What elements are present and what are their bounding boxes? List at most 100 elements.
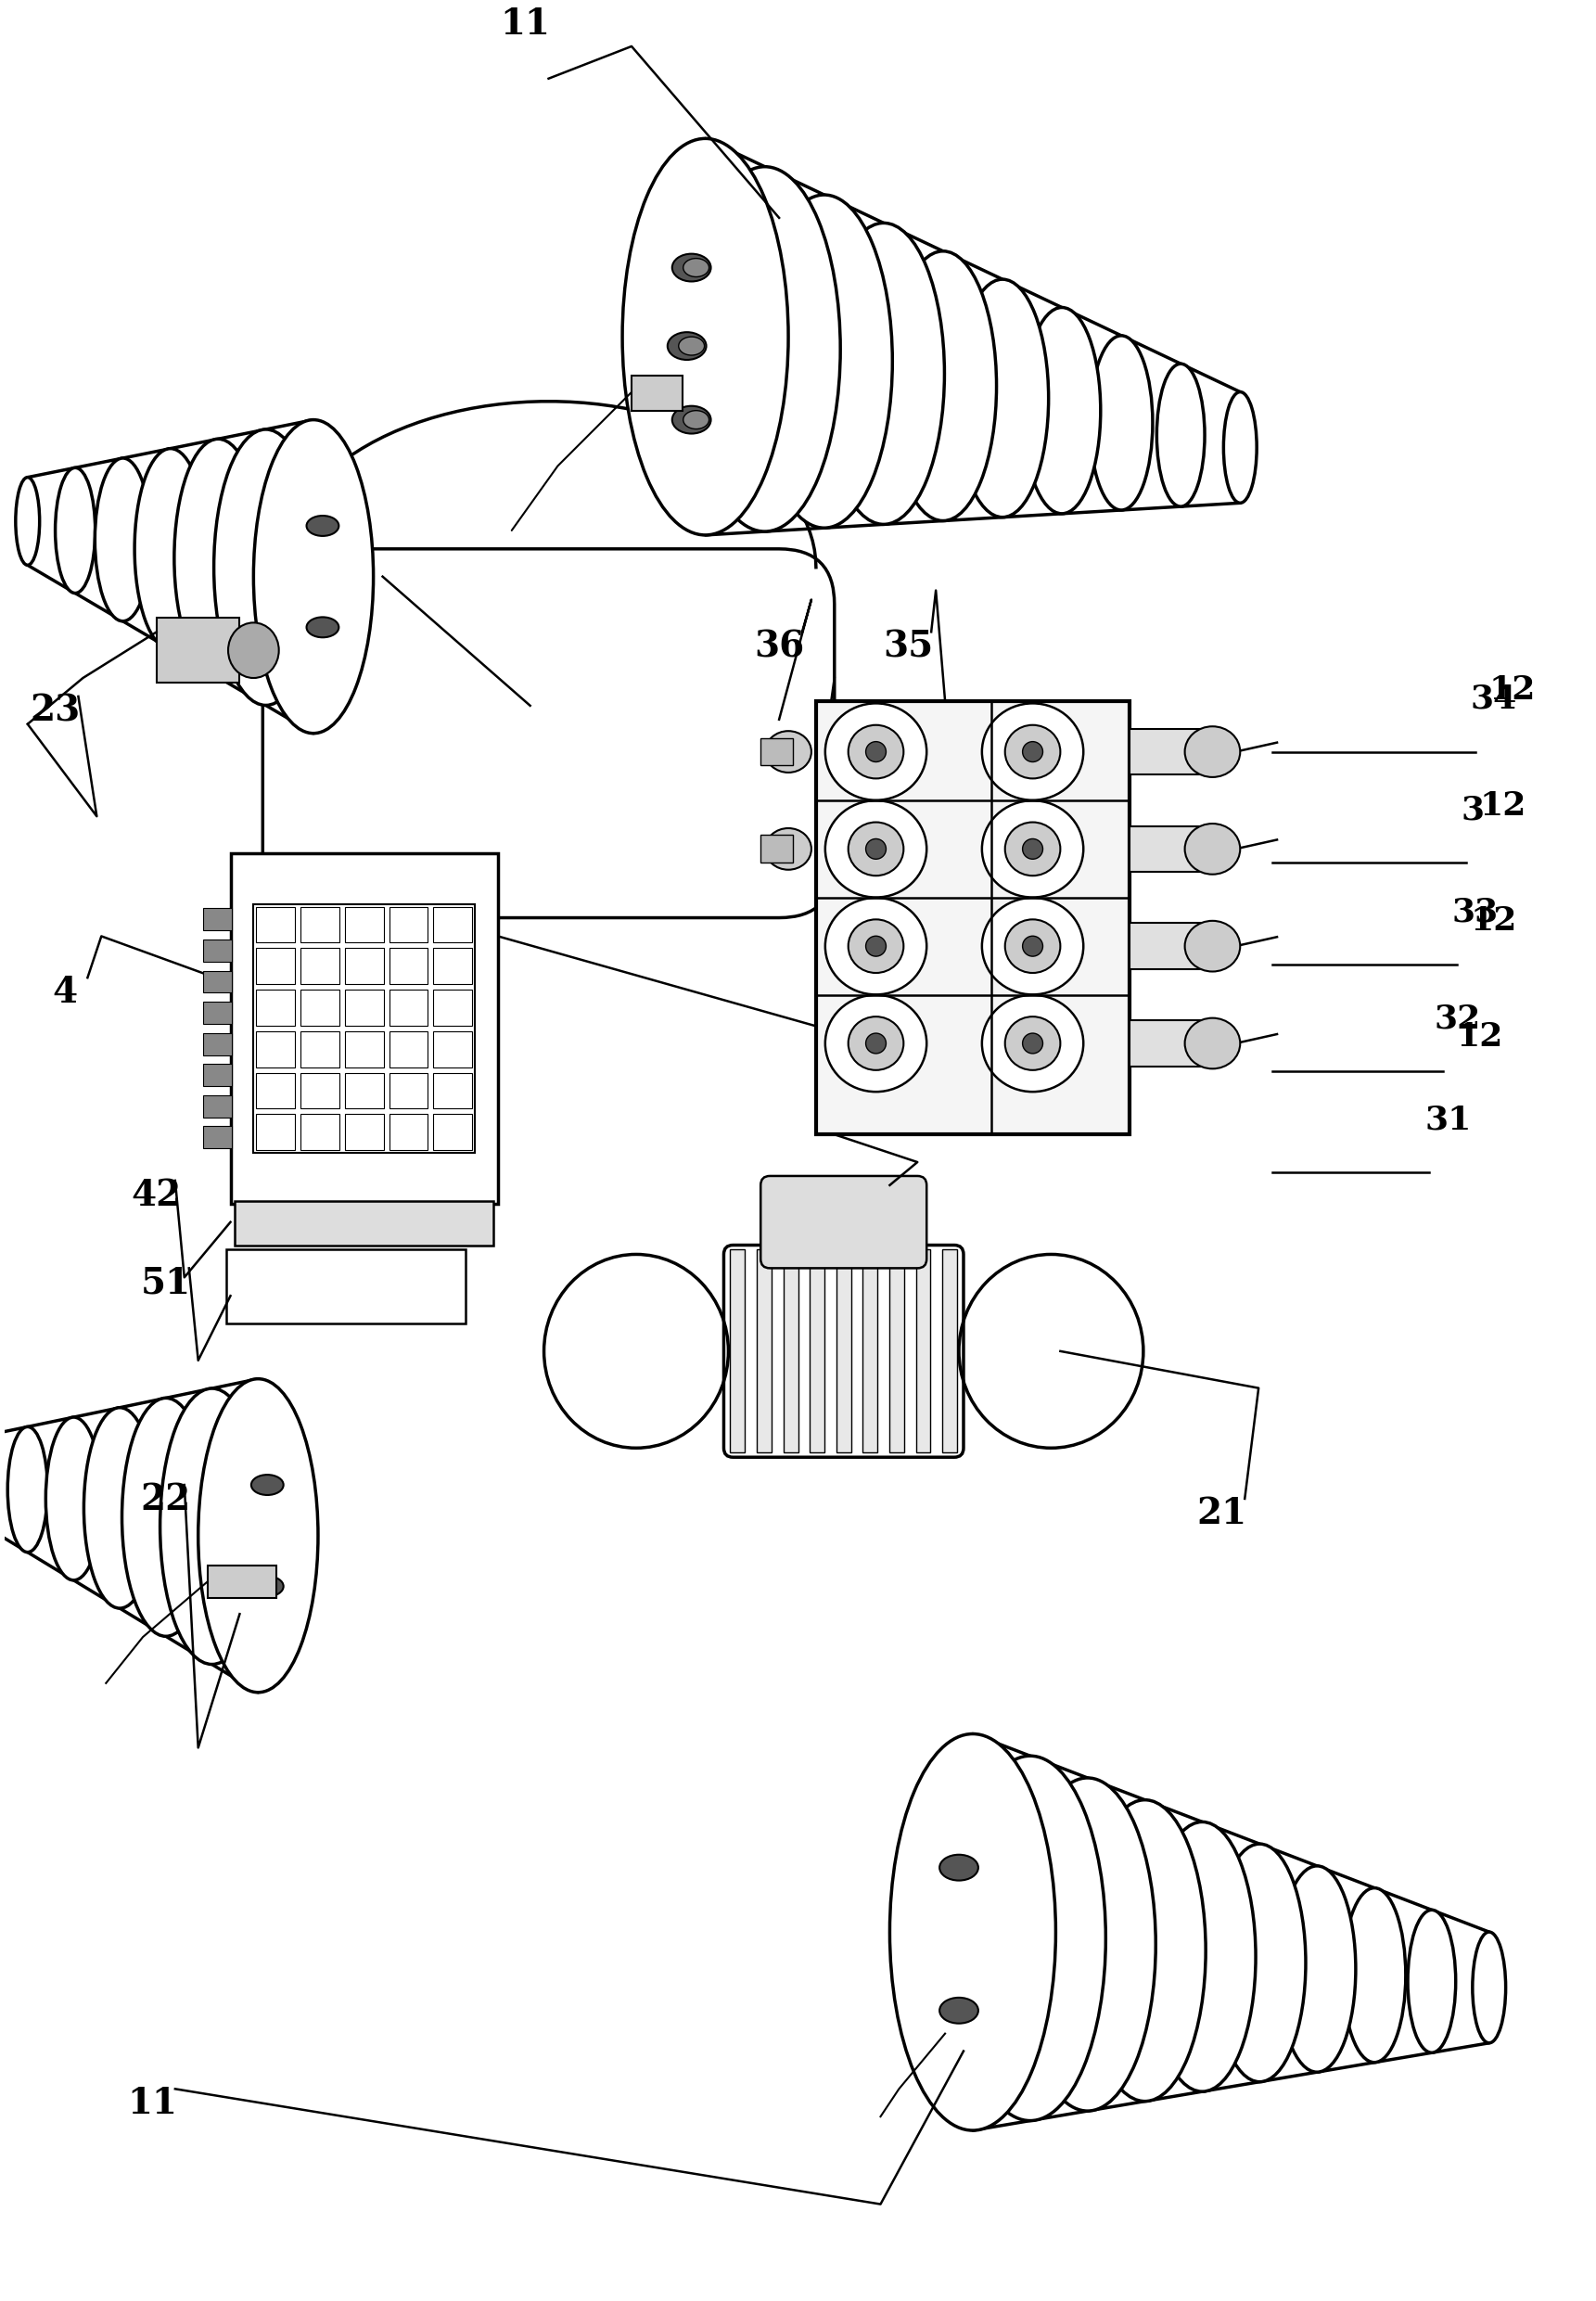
Ellipse shape xyxy=(1213,1843,1306,2082)
Ellipse shape xyxy=(544,1254,728,1447)
Bar xyxy=(235,1201,493,1245)
Bar xyxy=(345,1114,383,1150)
Bar xyxy=(254,904,474,1153)
Ellipse shape xyxy=(160,1388,263,1664)
Ellipse shape xyxy=(134,449,206,649)
FancyBboxPatch shape xyxy=(761,1176,927,1268)
Ellipse shape xyxy=(689,166,841,532)
Ellipse shape xyxy=(764,732,811,773)
Bar xyxy=(434,989,472,1026)
Ellipse shape xyxy=(940,1997,978,2023)
Bar xyxy=(389,1114,428,1150)
Bar xyxy=(784,1249,798,1452)
Bar xyxy=(434,907,472,943)
Ellipse shape xyxy=(1224,391,1256,504)
Bar xyxy=(257,948,295,985)
Bar xyxy=(203,971,233,992)
Bar xyxy=(389,989,428,1026)
Text: 32: 32 xyxy=(1433,1003,1481,1033)
FancyBboxPatch shape xyxy=(263,550,835,918)
Ellipse shape xyxy=(982,897,1084,994)
Ellipse shape xyxy=(1342,1887,1406,2062)
Ellipse shape xyxy=(85,1408,156,1608)
Ellipse shape xyxy=(847,1017,903,1070)
Bar xyxy=(300,989,340,1026)
Ellipse shape xyxy=(825,994,927,1091)
Ellipse shape xyxy=(1005,821,1060,877)
Bar xyxy=(389,1031,428,1068)
Ellipse shape xyxy=(1005,1017,1060,1070)
Bar xyxy=(203,909,233,930)
Ellipse shape xyxy=(1005,725,1060,778)
Text: 11: 11 xyxy=(501,7,551,41)
Bar xyxy=(1130,923,1203,969)
Bar xyxy=(761,835,793,863)
Text: 51: 51 xyxy=(140,1266,192,1300)
Ellipse shape xyxy=(847,725,903,778)
Bar xyxy=(203,1063,233,1086)
Bar xyxy=(1130,729,1203,775)
Text: 34: 34 xyxy=(1470,683,1518,716)
Bar xyxy=(203,939,233,962)
Ellipse shape xyxy=(1023,840,1042,858)
Ellipse shape xyxy=(1157,364,1205,506)
Ellipse shape xyxy=(865,1033,886,1054)
Bar xyxy=(389,948,428,985)
Ellipse shape xyxy=(1023,1033,1042,1054)
Bar xyxy=(207,1565,276,1599)
Text: 12: 12 xyxy=(1457,1022,1503,1052)
Bar xyxy=(809,1249,825,1452)
Bar xyxy=(632,375,681,410)
Ellipse shape xyxy=(672,253,710,281)
Ellipse shape xyxy=(954,1756,1106,2122)
Ellipse shape xyxy=(982,994,1084,1091)
Ellipse shape xyxy=(889,1735,1055,2131)
Text: 11: 11 xyxy=(128,2087,177,2122)
Ellipse shape xyxy=(214,430,318,706)
Text: 23: 23 xyxy=(30,693,80,729)
Bar xyxy=(942,1249,958,1452)
Bar xyxy=(1130,826,1203,872)
Text: 12: 12 xyxy=(1470,904,1518,937)
Bar xyxy=(1130,1019,1203,1065)
Ellipse shape xyxy=(1084,1799,1205,2101)
Text: 42: 42 xyxy=(131,1178,182,1213)
Ellipse shape xyxy=(1184,920,1240,971)
Ellipse shape xyxy=(683,410,709,428)
Ellipse shape xyxy=(825,801,927,897)
Bar xyxy=(731,1249,745,1452)
Ellipse shape xyxy=(1408,1910,1456,2052)
Bar xyxy=(389,1072,428,1109)
Bar xyxy=(156,619,239,683)
Bar xyxy=(757,1249,771,1452)
Ellipse shape xyxy=(306,617,338,637)
Bar xyxy=(300,1114,340,1150)
Ellipse shape xyxy=(683,258,709,276)
Ellipse shape xyxy=(956,278,1049,518)
Ellipse shape xyxy=(959,1254,1143,1447)
Bar xyxy=(203,1095,233,1118)
Ellipse shape xyxy=(94,458,152,621)
Ellipse shape xyxy=(1149,1822,1256,2092)
Ellipse shape xyxy=(825,704,927,801)
Bar xyxy=(203,1125,233,1148)
Bar xyxy=(345,907,383,943)
Ellipse shape xyxy=(16,476,40,566)
Bar xyxy=(434,1072,472,1109)
Ellipse shape xyxy=(865,741,886,762)
Ellipse shape xyxy=(251,1475,284,1496)
Ellipse shape xyxy=(198,1378,318,1691)
Ellipse shape xyxy=(1473,1933,1505,2043)
Ellipse shape xyxy=(306,515,338,536)
Ellipse shape xyxy=(824,223,945,525)
Ellipse shape xyxy=(1020,1779,1156,2110)
Ellipse shape xyxy=(56,467,96,594)
Text: 22: 22 xyxy=(140,1482,192,1516)
Bar xyxy=(345,989,383,1026)
Bar xyxy=(230,854,498,1203)
Bar xyxy=(300,1072,340,1109)
Bar xyxy=(203,1001,233,1024)
Ellipse shape xyxy=(982,704,1084,801)
Bar xyxy=(434,1031,472,1068)
Ellipse shape xyxy=(940,1855,978,1880)
